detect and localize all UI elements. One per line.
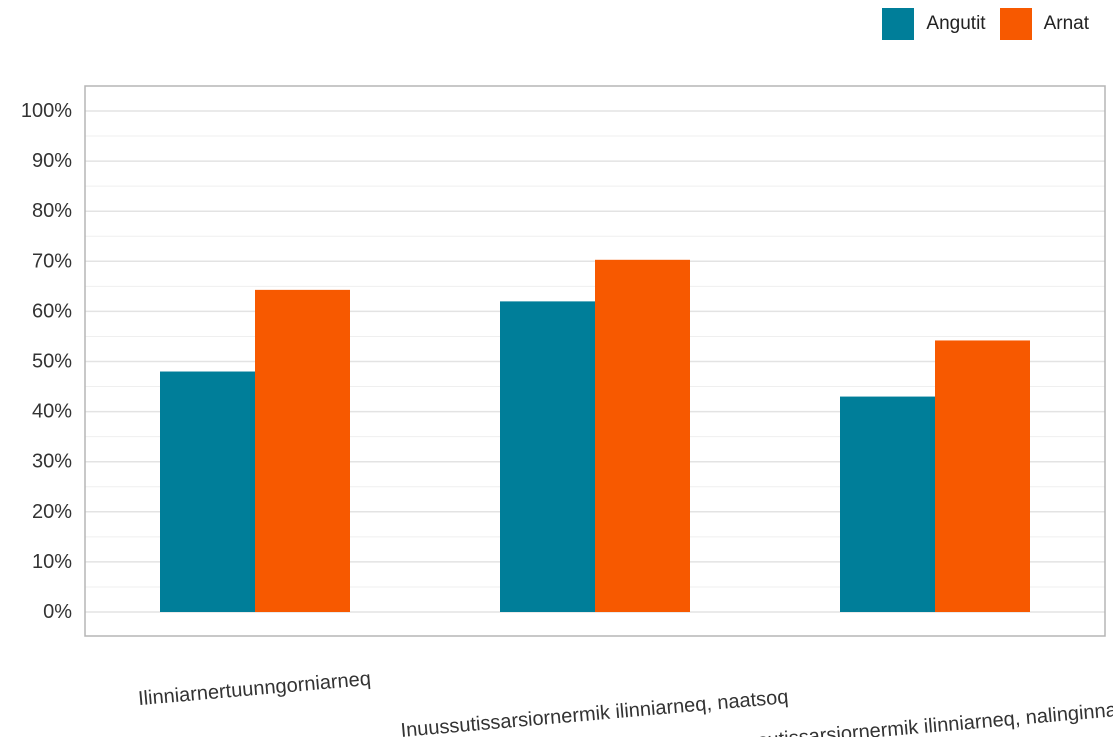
bar-angutit-2: [500, 301, 595, 612]
x-axis-tick-labels: Ilinniarnertuunngorniarneq Inuussutissars…: [137, 668, 1113, 737]
legend-item-angutit: Angutit: [882, 8, 986, 40]
bar-arnat-2: [595, 259, 690, 612]
y-axis-tick-labels: 0% 10% 20% 30% 40% 50% 60% 70% 80% 90% 100%: [21, 100, 72, 623]
y-tick-label: 30%: [32, 451, 72, 473]
legend-label-arnat: Arnat: [1043, 13, 1089, 34]
y-tick-label: 20%: [32, 501, 72, 523]
y-tick-label: 0%: [43, 601, 72, 623]
x-tick-label: Ilinniarnertuunngorniarneq: [137, 668, 372, 710]
y-tick-label: 60%: [32, 300, 72, 322]
y-tick-label: 50%: [32, 351, 72, 373]
y-tick-label: 10%: [32, 551, 72, 573]
bar-arnat-3: [935, 340, 1030, 612]
bar-arnat-1: [255, 289, 350, 612]
y-tick-label: 80%: [32, 200, 72, 222]
x-tick-label: Inuussutissarsiornermik ilinniarneq, naa…: [400, 686, 790, 737]
legend-label-angutit: Angutit: [926, 13, 986, 34]
y-tick-label: 90%: [32, 150, 72, 172]
legend: Angutit Arnat: [882, 8, 1089, 40]
plot-frame: [84, 85, 1106, 637]
legend-item-arnat: Arnat: [999, 8, 1089, 40]
bars: [160, 259, 1030, 612]
y-tick-label: 100%: [21, 100, 72, 122]
y-tick-label: 40%: [32, 401, 72, 423]
bar-angutit-1: [160, 371, 255, 612]
y-tick-label: 70%: [32, 250, 72, 272]
legend-swatch-angutit: [882, 8, 915, 40]
bar-angutit-3: [840, 396, 935, 612]
legend-swatch-arnat: [999, 8, 1032, 40]
